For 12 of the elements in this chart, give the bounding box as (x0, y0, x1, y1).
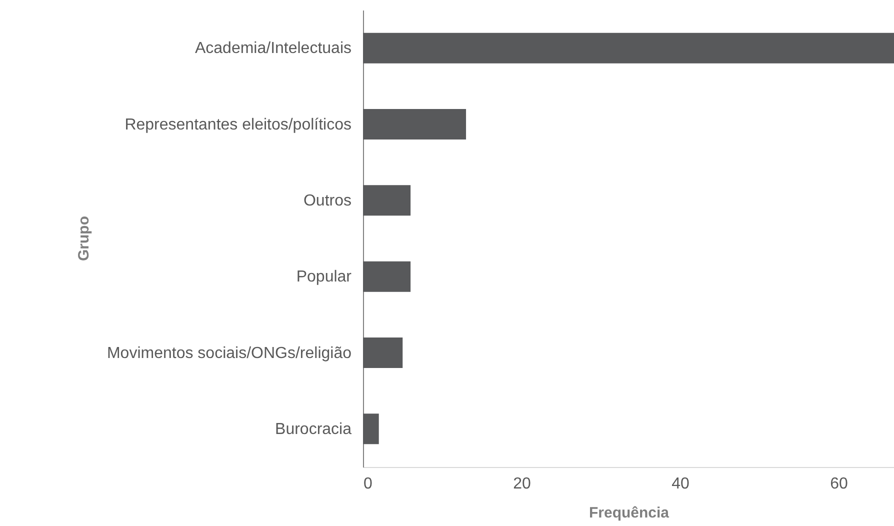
x-axis-title: Frequência (588, 504, 670, 522)
y-tick-label: Burocracia (275, 420, 352, 438)
x-tick-label: 40 (672, 476, 690, 492)
x-tick-label: 60 (830, 476, 848, 492)
y-tick-label: Movimentos sociais/ONGs/religião (106, 344, 352, 362)
y-tick-label: Academia/Intelectuais (194, 40, 352, 58)
y-tick-label: Popular (296, 268, 352, 286)
x-tick-label: 0 (364, 476, 372, 492)
y-tick-label: Representantes eleitos/políticos (124, 116, 352, 134)
y-tick-label: Outros (303, 192, 352, 210)
x-tick-label: 20 (513, 476, 532, 492)
y-axis-title: Grupo (76, 216, 92, 261)
